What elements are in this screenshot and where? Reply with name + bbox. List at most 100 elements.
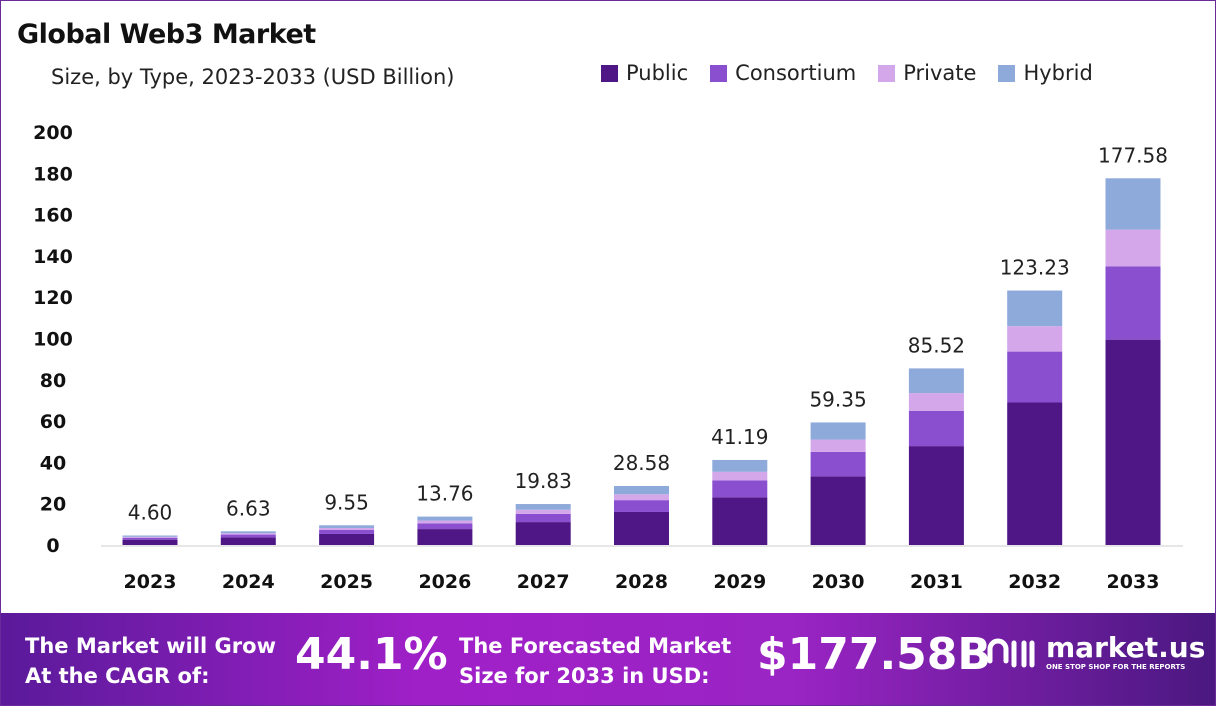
bar-segment-hybrid-2026 [417,516,473,521]
legend-label: Consortium [735,61,857,85]
x-tick-label: 2031 [910,571,963,593]
logo-text: market.us [1046,631,1206,664]
bar-segment-consortium-2025 [319,530,375,534]
bar-segment-consortium-2023 [122,537,178,540]
bar-segment-consortium-2026 [417,523,473,530]
bar-chart: 0 20 40 60 80 100 120 140 160 180 200 4.60 2023 6.63 2… [33,122,1183,593]
y-tick-label: 100 [33,329,73,351]
bar-segment-hybrid-2023 [122,535,178,537]
market-us-logo: market.us ONE STOP SHOP FOR THE REPORTS [986,633,1205,671]
bar-segment-public-2025 [319,533,375,545]
x-tick-label: 2030 [812,571,865,593]
cagr-value: 44.1% [295,629,448,680]
bar-segment-consortium-2030 [810,451,866,477]
summary-banner: The Market will Grow At the CAGR of: 44.… [1,613,1215,705]
x-tick-label: 2029 [713,571,766,593]
cagr-text-line1: The Market will Grow [25,634,276,658]
total-label: 123.23 [1000,256,1070,280]
legend-item-consortium: Consortium [710,61,856,85]
bar-segment-private-2024 [220,533,276,535]
bar-segment-consortium-2031 [908,410,964,447]
bar-segment-private-2025 [319,528,375,531]
x-tick-label: 2027 [517,571,570,593]
forecast-value: $177.58B [757,629,991,680]
bar-segment-hybrid-2029 [712,459,768,472]
bar-segment-private-2026 [417,520,473,524]
bar-segment-hybrid-2032 [1007,290,1063,327]
bar-segment-consortium-2024 [220,534,276,538]
bar-segment-public-2027 [515,522,571,545]
x-tick-label: 2033 [1107,571,1160,593]
total-label: 19.83 [515,469,572,493]
bar-segment-hybrid-2031 [908,368,964,394]
total-label: 59.35 [809,387,866,411]
y-tick-label: 180 [33,163,73,185]
bar-segment-public-2029 [712,497,768,545]
bar-segment-public-2028 [614,511,669,545]
legend-item-private: Private [878,61,976,85]
chart-title: Global Web3 Market [17,19,316,50]
x-tick-label: 2026 [418,571,471,593]
bar-segment-consortium-2027 [515,513,571,523]
bar-segment-public-2026 [417,529,473,545]
y-tick-label: 60 [40,411,66,433]
bar-segment-hybrid-2025 [319,525,375,529]
total-label: 9.55 [324,490,369,514]
x-tick-label: 2032 [1008,571,1061,593]
bar-segment-public-2024 [220,537,276,545]
y-tick-label: 200 [33,122,73,144]
bar-segment-hybrid-2033 [1105,178,1161,230]
bar-segment-consortium-2028 [614,500,669,512]
logo-tagline: ONE STOP SHOP FOR THE REPORTS [1046,663,1186,671]
bar-segment-hybrid-2024 [220,531,276,534]
bar-segment-private-2028 [614,494,669,501]
total-label: 13.76 [416,482,473,506]
x-tick-label: 2024 [222,571,275,593]
y-tick-label: 80 [40,370,66,392]
bar-segment-hybrid-2030 [810,422,866,440]
bar-segment-public-2030 [810,476,866,545]
forecast-text-line1: The Forecasted Market [459,634,732,658]
legend-label: Public [626,61,689,85]
y-tick-label: 20 [40,494,66,516]
legend-swatch [878,64,896,82]
bar-segment-hybrid-2027 [515,504,571,510]
bar-segment-private-2033 [1105,229,1161,267]
bar-segment-private-2027 [515,509,571,514]
bar-segment-hybrid-2028 [614,485,669,495]
legend-swatch [998,64,1016,82]
cagr-text-line2: At the CAGR of: [25,664,210,688]
legend-label: Private [903,61,977,85]
bar-segment-public-2023 [122,539,178,545]
total-label: 85.52 [908,333,965,357]
total-label: 4.60 [128,501,173,525]
y-tick-label: 120 [33,287,73,309]
market-us-logo-icon [987,638,1035,668]
y-tick-label: 0 [46,535,59,557]
legend-swatch [601,64,618,82]
legend-item-hybrid: Hybrid [998,61,1093,85]
total-label: 6.63 [226,496,271,520]
bar-segment-public-2033 [1105,339,1161,545]
bar-segment-consortium-2032 [1007,351,1063,403]
bar-segment-private-2023 [122,536,178,538]
y-tick-label: 160 [33,205,73,227]
total-label: 41.19 [711,425,768,449]
bar-segment-private-2032 [1007,326,1063,352]
bar-segment-public-2032 [1007,402,1063,545]
legend-label: Hybrid [1023,61,1093,85]
bar-segment-private-2029 [712,471,768,481]
bar-segment-public-2031 [908,446,964,545]
y-tick-label: 140 [33,246,73,268]
legend-swatch [710,64,728,82]
bar-segment-consortium-2033 [1105,266,1161,340]
bar-segment-consortium-2029 [712,480,768,498]
legend: Public Consortium Private Hybrid [601,61,1093,85]
bar-segment-private-2031 [908,393,964,411]
x-tick-label: 2025 [320,571,373,593]
forecast-text-line2: Size for 2033 in USD: [459,664,710,688]
x-tick-label: 2023 [124,571,177,593]
bar-segment-private-2030 [810,439,866,452]
chart-subtitle: Size, by Type, 2023-2033 (USD Billion) [51,65,455,89]
